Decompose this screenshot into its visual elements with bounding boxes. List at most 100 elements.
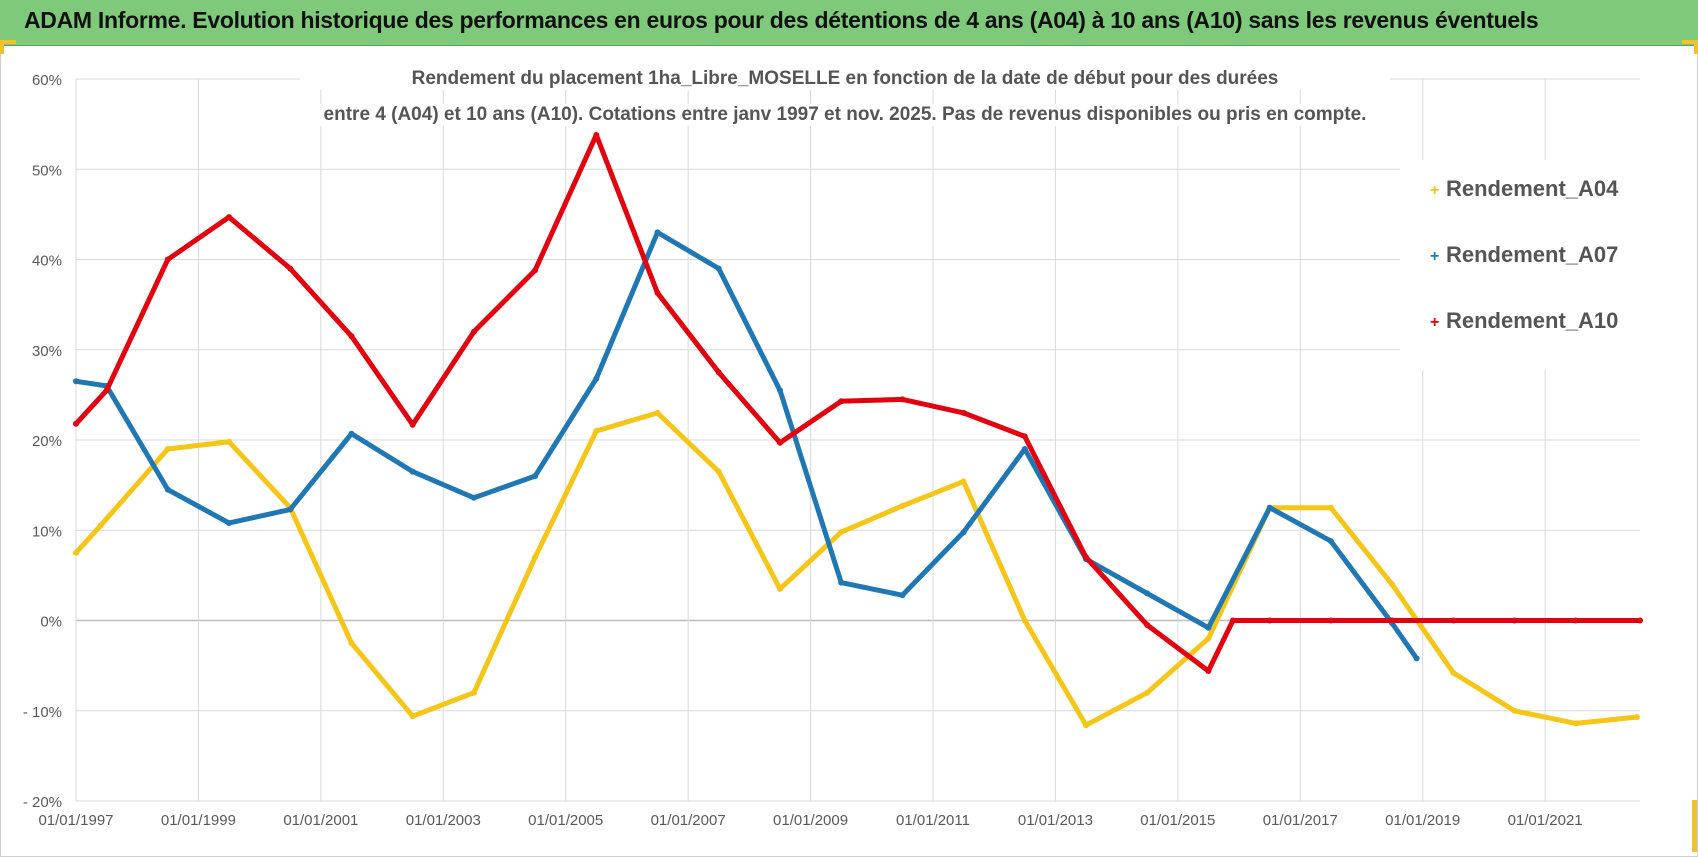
data-point-rendement_a04: [470, 689, 477, 696]
x-tick-label: 01/01/1999: [161, 812, 236, 829]
data-point-rendement_a10: [838, 398, 845, 405]
data-point-rendement_a04: [164, 446, 171, 452]
data-point-rendement_a10: [348, 333, 355, 340]
data-point-rendement_a10: [1266, 617, 1273, 624]
x-tick-label: 01/01/2009: [773, 812, 848, 829]
data-point-rendement_a07: [1144, 590, 1151, 597]
data-point-rendement_a07: [409, 468, 416, 475]
y-tick-label: 40%: [32, 253, 62, 270]
data-point-rendement_a04: [1389, 581, 1396, 588]
data-point-rendement_a04: [1205, 635, 1212, 642]
data-point-rendement_a04: [409, 713, 416, 720]
legend-item-a10: + Rendement_A10: [1400, 298, 1650, 364]
data-point-rendement_a07: [1021, 446, 1028, 452]
x-tick-label: 01/01/1997: [38, 812, 113, 829]
data-point-rendement_a07: [777, 387, 783, 394]
line-chart: 60% 50% 40% 30% 20% 10% 0% - 10% - 20% 01/01/199…: [23, 72, 1643, 829]
data-point-rendement_a10: [1229, 617, 1236, 624]
data-point-rendement_a04: [777, 585, 783, 592]
x-tick-label: 01/01/2021: [1508, 812, 1583, 829]
data-point-rendement_a07: [715, 265, 722, 272]
data-point-rendement_a07: [899, 592, 906, 599]
x-tick-label: 01/01/2005: [528, 812, 603, 829]
data-point-rendement_a10: [287, 265, 294, 272]
x-tick-label: 01/01/2001: [283, 812, 358, 829]
corner-accent-br-v: [1692, 800, 1697, 852]
data-point-rendement_a07: [1413, 655, 1420, 662]
data-point-rendement_a10: [73, 420, 79, 427]
x-tick-label: 01/01/2011: [896, 812, 970, 829]
data-point-rendement_a10: [1144, 622, 1151, 628]
data-point-rendement_a04: [1083, 722, 1089, 729]
data-point-rendement_a04: [1144, 689, 1151, 696]
data-point-rendement_a07: [1205, 624, 1212, 631]
data-point-rendement_a10: [1450, 617, 1457, 624]
data-point-rendement_a10: [715, 369, 722, 376]
data-point-rendement_a10: [103, 387, 110, 394]
data-point-rendement_a10: [1083, 554, 1089, 561]
data-point-rendement_a07: [960, 529, 967, 536]
x-tick-label: 01/01/2015: [1140, 812, 1215, 829]
data-point-rendement_a10: [409, 421, 416, 428]
chart-title-line-1: Rendement du placement 1ha_Libre_MOSELLE…: [300, 68, 1390, 90]
x-tick-label: 01/01/2007: [651, 812, 726, 829]
data-point-rendement_a10: [593, 132, 600, 138]
data-point-rendement_a04: [532, 554, 539, 561]
y-tick-label: 50%: [32, 162, 62, 179]
x-tick-label: 01/01/2013: [1018, 812, 1093, 829]
legend-marker-a04: +: [1430, 182, 1440, 199]
legend-item-a07: + Rendement_A07: [1400, 232, 1650, 298]
x-tick-label: 01/01/2003: [406, 812, 481, 829]
x-tick-label: 01/01/2017: [1263, 812, 1338, 829]
data-point-rendement_a07: [226, 520, 232, 526]
data-point-rendement_a10: [1389, 617, 1396, 624]
corner-accent-tr-v: [1694, 40, 1698, 54]
data-point-rendement_a07: [532, 473, 539, 480]
data-point-rendement_a07: [470, 494, 477, 501]
data-point-rendement_a04: [593, 428, 600, 434]
data-point-rendement_a10: [470, 328, 477, 335]
data-point-rendement_a07: [593, 375, 600, 382]
data-point-rendement_a10: [1572, 617, 1579, 624]
legend-label-a10: Rendement_A10: [1446, 308, 1619, 333]
data-point-rendement_a04: [654, 409, 661, 416]
data-point-rendement_a10: [899, 396, 906, 403]
data-point-rendement_a07: [73, 378, 79, 385]
series-group: [73, 132, 1643, 729]
data-point-rendement_a10: [532, 267, 539, 274]
data-point-rendement_a07: [348, 430, 355, 437]
banner-title: ADAM Informe. Evolution historique des p…: [24, 7, 1539, 33]
data-point-rendement_a04: [348, 640, 355, 647]
x-tick-label: 01/01/2019: [1385, 812, 1460, 829]
data-point-rendement_a10: [1205, 668, 1212, 674]
legend-marker-a10: +: [1430, 314, 1440, 331]
data-point-rendement_a10: [226, 214, 232, 221]
data-point-rendement_a04: [226, 438, 232, 445]
data-point-rendement_a07: [164, 486, 171, 493]
y-tick-label: 30%: [32, 343, 62, 360]
corner-accent-tl-h: [0, 40, 16, 44]
data-point-rendement_a04: [1450, 669, 1457, 676]
data-point-rendement_a04: [715, 468, 722, 475]
data-point-rendement_a04: [1327, 504, 1334, 511]
data-point-rendement_a04: [1021, 617, 1028, 624]
y-tick-label: - 20%: [23, 794, 62, 811]
data-point-rendement_a04: [73, 549, 79, 556]
y-tick-label: 0%: [40, 614, 62, 631]
y-tick-label: 10%: [32, 523, 62, 540]
y-tick-label: 60%: [32, 72, 62, 89]
corner-accent-tr-h: [1682, 40, 1698, 44]
data-point-rendement_a10: [960, 409, 967, 416]
legend-label-a07: Rendement_A07: [1446, 242, 1619, 267]
data-point-rendement_a04: [97, 522, 104, 529]
y-axis-labels: 60% 50% 40% 30% 20% 10% 0% - 10% - 20%: [23, 72, 62, 811]
data-point-rendement_a10: [1637, 617, 1643, 624]
legend: + Rendement_A04 + Rendement_A07 + Rendem…: [1400, 160, 1650, 370]
legend-item-a04: + Rendement_A04: [1400, 166, 1650, 232]
data-point-rendement_a10: [1021, 433, 1028, 440]
data-point-rendement_a04: [899, 502, 906, 509]
data-point-rendement_a04: [1633, 714, 1640, 721]
data-point-rendement_a10: [654, 289, 661, 296]
data-point-rendement_a07: [654, 229, 661, 236]
